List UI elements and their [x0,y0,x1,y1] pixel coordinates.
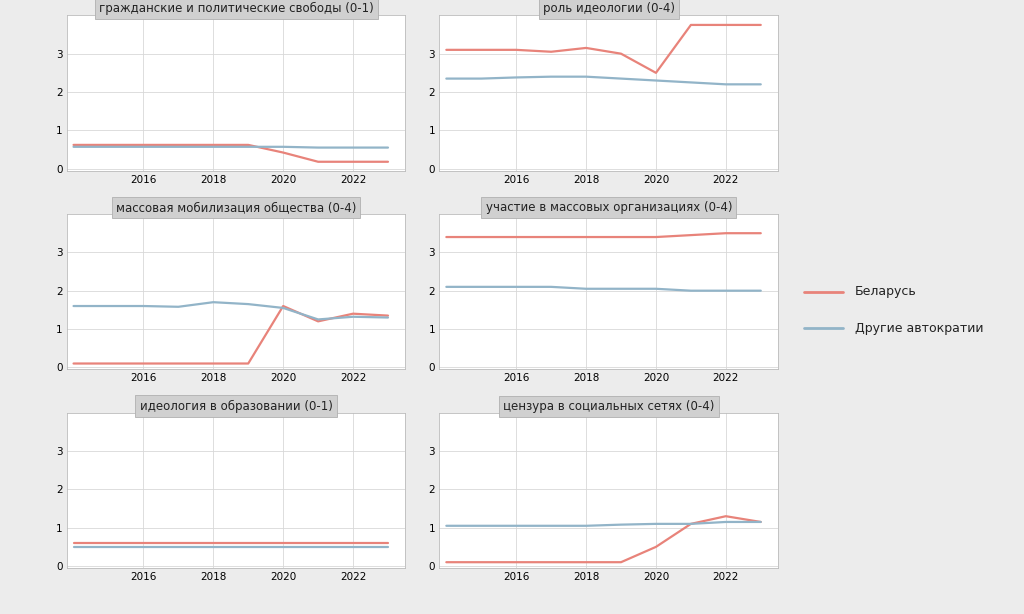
Text: массовая мобилизация общества (0-4): массовая мобилизация общества (0-4) [116,201,356,214]
Text: Другие автократии: Другие автократии [855,322,983,335]
Text: участие в массовых организациях (0-4): участие в массовых организациях (0-4) [485,201,732,214]
Text: роль идеологии (0-4): роль идеологии (0-4) [543,2,675,15]
Text: Беларусь: Беларусь [855,285,916,298]
Text: гражданские и политические свободы (0-1): гражданские и политические свободы (0-1) [98,2,374,15]
Text: идеология в образовании (0-1): идеология в образовании (0-1) [139,400,333,413]
Text: цензура в социальных сетях (0-4): цензура в социальных сетях (0-4) [503,400,715,413]
